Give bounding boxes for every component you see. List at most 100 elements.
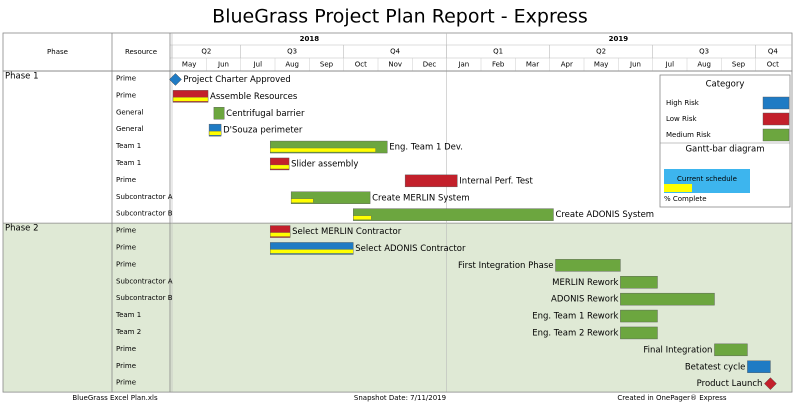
month-label: Dec	[423, 61, 437, 69]
task-label: Create MERLIN System	[372, 193, 470, 203]
task-bar	[213, 107, 225, 120]
body-frame	[2, 70, 793, 393]
quarter-label: Q2	[201, 48, 211, 56]
resource-label: Subcontractor A	[116, 277, 173, 285]
resource-label: Subcontractor B	[116, 210, 173, 218]
month-label: Feb	[492, 61, 505, 69]
legend-label: High Risk	[666, 99, 700, 107]
legend-progress	[664, 184, 692, 192]
legend-swatch	[762, 128, 790, 142]
month-label: Aug	[285, 61, 299, 69]
progress-bar	[270, 147, 376, 153]
resource-label: Subcontractor B	[116, 294, 173, 302]
resource-label: Prime	[116, 379, 136, 387]
month-label: Sep	[732, 61, 746, 69]
quarter-label: Q3	[699, 48, 709, 56]
progress-bar	[208, 130, 222, 136]
task-bar	[404, 174, 458, 188]
task-label: Product Launch	[697, 379, 763, 389]
task-label: ADONIS Rework	[551, 295, 618, 305]
month-label: Jan	[457, 61, 469, 69]
year-label: 2018	[300, 35, 320, 43]
task-label: Select MERLIN Contractor	[292, 227, 402, 237]
resource-label: Prime	[116, 74, 136, 82]
task-bar	[620, 292, 715, 306]
task-label: Slider assembly	[291, 159, 358, 169]
task-label: Final Integration	[643, 345, 712, 355]
footer-text: BlueGrass Excel Plan.xls	[72, 394, 158, 402]
year-label: 2019	[609, 35, 629, 43]
chart-title: BlueGrass Project Plan Report - Express	[212, 6, 588, 28]
resource-label: Prime	[116, 243, 136, 251]
legend-swatch	[762, 96, 790, 110]
legend-subtitle: Gantt-bar diagram	[685, 145, 764, 155]
resource-label: Prime	[116, 176, 136, 184]
phase-background	[3, 223, 792, 393]
month-label: Oct	[355, 61, 367, 69]
footer-text: Created in OnePager® Express	[617, 394, 727, 402]
task-label: Eng. Team 1 Dev.	[389, 143, 463, 153]
header-frame	[2, 32, 793, 72]
footer-text: Snapshot Date: 7/11/2019	[354, 394, 446, 402]
column-header: Resource	[125, 48, 157, 56]
legend-swatch	[762, 112, 790, 126]
month-label: May	[594, 61, 608, 69]
progress-bar	[290, 198, 314, 203]
resource-label: Team 1	[115, 142, 141, 150]
task-bar	[555, 259, 621, 272]
task-bar	[747, 360, 771, 373]
quarter-label: Q3	[287, 48, 297, 56]
month-label: Nov	[388, 61, 402, 69]
resource-label: Prime	[116, 91, 136, 99]
phase-label: Phase 2	[5, 224, 39, 234]
task-label: Betatest cycle	[685, 362, 746, 372]
resource-label: Team 2	[115, 328, 141, 336]
task-bar	[353, 208, 554, 221]
month-label: Jun	[629, 61, 641, 69]
legend-label: % Complete	[664, 195, 707, 203]
task-label: Eng. Team 1 Rework	[532, 312, 618, 322]
task-label: Create ADONIS System	[555, 210, 654, 220]
resource-label: Prime	[116, 362, 136, 370]
task-label: MERLIN Rework	[552, 278, 618, 288]
milestone	[764, 377, 777, 390]
resource-label: General	[116, 108, 144, 116]
task-label: D'Souza perimeter	[223, 126, 303, 136]
month-label: Jul	[665, 61, 675, 69]
task-bar	[620, 276, 658, 289]
resource-label: Team 1	[115, 159, 141, 167]
column-header: Phase	[47, 48, 68, 56]
resource-label: Team 1	[115, 311, 141, 319]
resource-label: Prime	[116, 345, 136, 353]
month-label: Aug	[697, 61, 711, 69]
phase-label: Phase 1	[5, 72, 39, 82]
task-bar	[620, 326, 658, 340]
quarter-label: Q1	[493, 48, 503, 56]
resource-label: General	[116, 125, 144, 133]
month-label: Oct	[767, 61, 779, 69]
legend-title: Category	[706, 80, 745, 90]
quarter-label: Q4	[390, 48, 401, 56]
task-label: Eng. Team 2 Rework	[532, 328, 618, 338]
progress-bar	[270, 249, 354, 254]
legend-label: Medium Risk	[666, 131, 712, 139]
resource-label: Subcontractor A	[116, 193, 173, 201]
task-bar	[714, 343, 748, 357]
task-label: Internal Perf. Test	[459, 176, 533, 186]
resource-label: Prime	[116, 260, 136, 268]
task-label: First Integration Phase	[458, 261, 554, 271]
month-label: Jul	[253, 61, 263, 69]
progress-bar	[172, 97, 209, 102]
month-label: Apr	[561, 61, 573, 69]
task-label: Select ADONIS Contractor	[355, 244, 466, 254]
progress-bar	[270, 164, 290, 170]
quarter-label: Q2	[596, 48, 606, 56]
task-label: Assemble Resources	[210, 92, 298, 102]
month-label: Mar	[526, 61, 539, 69]
month-label: Jun	[217, 61, 229, 69]
quarter-label: Q4	[768, 48, 779, 56]
task-label: Project Charter Approved	[183, 75, 290, 85]
task-label: Centrifugal barrier	[226, 109, 305, 119]
resource-label: Prime	[116, 227, 136, 235]
progress-bar	[270, 232, 291, 237]
